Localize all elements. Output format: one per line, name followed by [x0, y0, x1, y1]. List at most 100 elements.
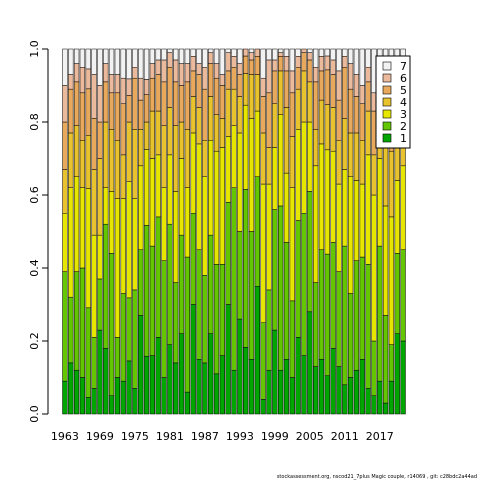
bar-segment-1991-age-4 — [225, 88, 231, 137]
bar-segment-1966-age-1 — [79, 377, 86, 415]
bar-segment-2008-age-3 — [324, 149, 330, 255]
bar-segment-1965-age-7 — [73, 48, 80, 64]
bar-segment-1989-age-6 — [213, 63, 220, 79]
bar-segment-2019-age-4 — [388, 150, 395, 218]
bar-segment-1982-age-4 — [173, 125, 179, 192]
bar-segment-2000-age-3 — [278, 114, 284, 207]
bar-segment-2019-age-1 — [388, 380, 395, 415]
bar-segment-1993-age-3 — [237, 132, 243, 232]
bar-segment-1992-age-5 — [231, 67, 237, 90]
legend-swatch-1 — [382, 133, 392, 143]
bar-segment-1986-age-4 — [196, 107, 202, 145]
bar-segment-1999-age-1 — [272, 329, 278, 415]
bar-segment-1968-age-5 — [91, 118, 97, 170]
bar-segment-1999-age-3 — [272, 147, 278, 210]
bar-segment-2004-age-5 — [301, 52, 307, 72]
bar-segment-2009-age-1 — [330, 348, 336, 415]
bar-segment-1993-age-6 — [237, 63, 243, 75]
bar-segment-2005-age-3 — [307, 121, 313, 192]
bar-segment-1999-age-5 — [272, 70, 278, 104]
bar-segment-1984-age-6 — [184, 63, 191, 83]
bar-segment-1985-age-2 — [190, 213, 196, 305]
bar-segment-2005-age-6 — [307, 52, 313, 61]
bar-segment-2001-age-1 — [283, 359, 290, 415]
bar-segment-1996-age-4 — [254, 74, 260, 112]
bar-segment-1998-age-6 — [266, 59, 272, 94]
bar-segment-1989-age-4 — [213, 114, 220, 152]
bar-segment-1998-age-2 — [266, 289, 272, 371]
bar-segment-2001-age-5 — [283, 70, 290, 108]
bar-segment-1987-age-3 — [202, 176, 208, 276]
bar-segment-2006-age-4 — [312, 129, 319, 167]
bar-segment-1995-age-4 — [248, 74, 255, 119]
bar-segment-2011-age-2 — [342, 245, 348, 386]
bar-segment-2005-age-1 — [307, 311, 313, 415]
bar-segment-2012-age-3 — [347, 176, 354, 294]
bar-segment-1969-age-6 — [97, 85, 103, 123]
bar-segment-1992-age-2 — [231, 187, 237, 371]
bar-segment-1963-age-3 — [62, 213, 68, 272]
bar-segment-2005-age-2 — [307, 191, 313, 313]
bar-segment-1993-age-4 — [237, 96, 243, 134]
bar-segment-1975-age-3 — [132, 198, 138, 291]
bar-segment-1985-age-3 — [190, 132, 196, 214]
bar-segment-1971-age-5 — [108, 92, 115, 130]
bar-segment-1965-age-6 — [73, 63, 80, 83]
bar-segment-1986-age-5 — [196, 74, 202, 108]
bar-segment-1984-age-7 — [184, 48, 191, 64]
bar-segment-1981-age-5 — [167, 67, 173, 108]
bar-segment-1983-age-7 — [178, 48, 185, 64]
bar-segment-1968-age-3 — [91, 234, 97, 338]
bar-segment-1977-age-4 — [143, 121, 150, 150]
bar-segment-2011-age-1 — [342, 384, 348, 415]
x-tick-label: 1975 — [121, 430, 149, 443]
bar-segment-1990-age-7 — [219, 48, 225, 75]
bar-segment-1971-age-3 — [108, 191, 115, 254]
bar-segment-2007-age-7 — [318, 48, 325, 57]
y-tick-label: 0.0 — [28, 405, 41, 423]
bar-segment-1967-age-4 — [85, 135, 91, 189]
y-axis: 0.0 0.2 0.4 0.6 0.8 1.0 — [28, 40, 49, 423]
bar-segment-1986-age-3 — [196, 143, 202, 250]
legend-swatch-3 — [382, 109, 392, 119]
x-tick-label: 1999 — [261, 430, 289, 443]
x-tick-label: 2005 — [296, 430, 324, 443]
bar-segment-1972-age-1 — [114, 377, 121, 415]
bar-segment-1965-age-3 — [73, 176, 80, 272]
bar-segment-1991-age-6 — [225, 52, 231, 72]
bar-segment-1990-age-1 — [219, 355, 225, 415]
bar-segment-1964-age-7 — [68, 48, 74, 75]
bar-segment-2014-age-2 — [359, 256, 365, 360]
bar-segment-2010-age-6 — [336, 70, 342, 101]
bar-segment-2005-age-4 — [307, 81, 313, 123]
bar-segment-1994-age-3 — [243, 104, 249, 190]
bar-segment-1965-age-5 — [73, 81, 80, 126]
bar-segment-2013-age-3 — [353, 180, 360, 261]
bar-segment-1998-age-4 — [266, 147, 272, 185]
bar-segment-1991-age-5 — [225, 70, 231, 90]
bar-segment-1970-age-5 — [103, 81, 109, 123]
bar-segment-1997-age-2 — [260, 322, 266, 400]
bar-segment-2007-age-6 — [318, 56, 325, 72]
bar-segment-2003-age-6 — [295, 56, 301, 68]
bar-segment-2012-age-4 — [347, 132, 354, 177]
bar-segment-2012-age-5 — [347, 88, 354, 134]
bar-segment-1964-age-5 — [68, 88, 74, 134]
bar-segment-2001-age-2 — [283, 242, 290, 360]
bar-segment-1980-age-4 — [161, 125, 167, 188]
bar-segment-1999-age-6 — [272, 59, 278, 72]
bar-segment-2018-age-3 — [382, 205, 389, 316]
bar-segment-2004-age-3 — [301, 121, 307, 214]
bar-segment-1979-age-2 — [155, 216, 161, 338]
bar-segment-2011-age-6 — [342, 56, 348, 68]
bar-segment-2000-age-7 — [278, 48, 284, 53]
bar-segment-1977-age-2 — [143, 225, 150, 357]
bar-segment-2018-age-2 — [382, 315, 389, 404]
bar-segment-2011-age-5 — [342, 67, 348, 119]
bar-segment-1972-age-2 — [114, 337, 121, 378]
bar-segment-1994-age-6 — [243, 48, 249, 57]
bar-segment-2003-age-3 — [295, 129, 301, 221]
bar-segment-1983-age-3 — [178, 158, 185, 236]
bar-segment-1981-age-1 — [167, 344, 173, 415]
bar-segment-1979-age-3 — [155, 154, 161, 218]
